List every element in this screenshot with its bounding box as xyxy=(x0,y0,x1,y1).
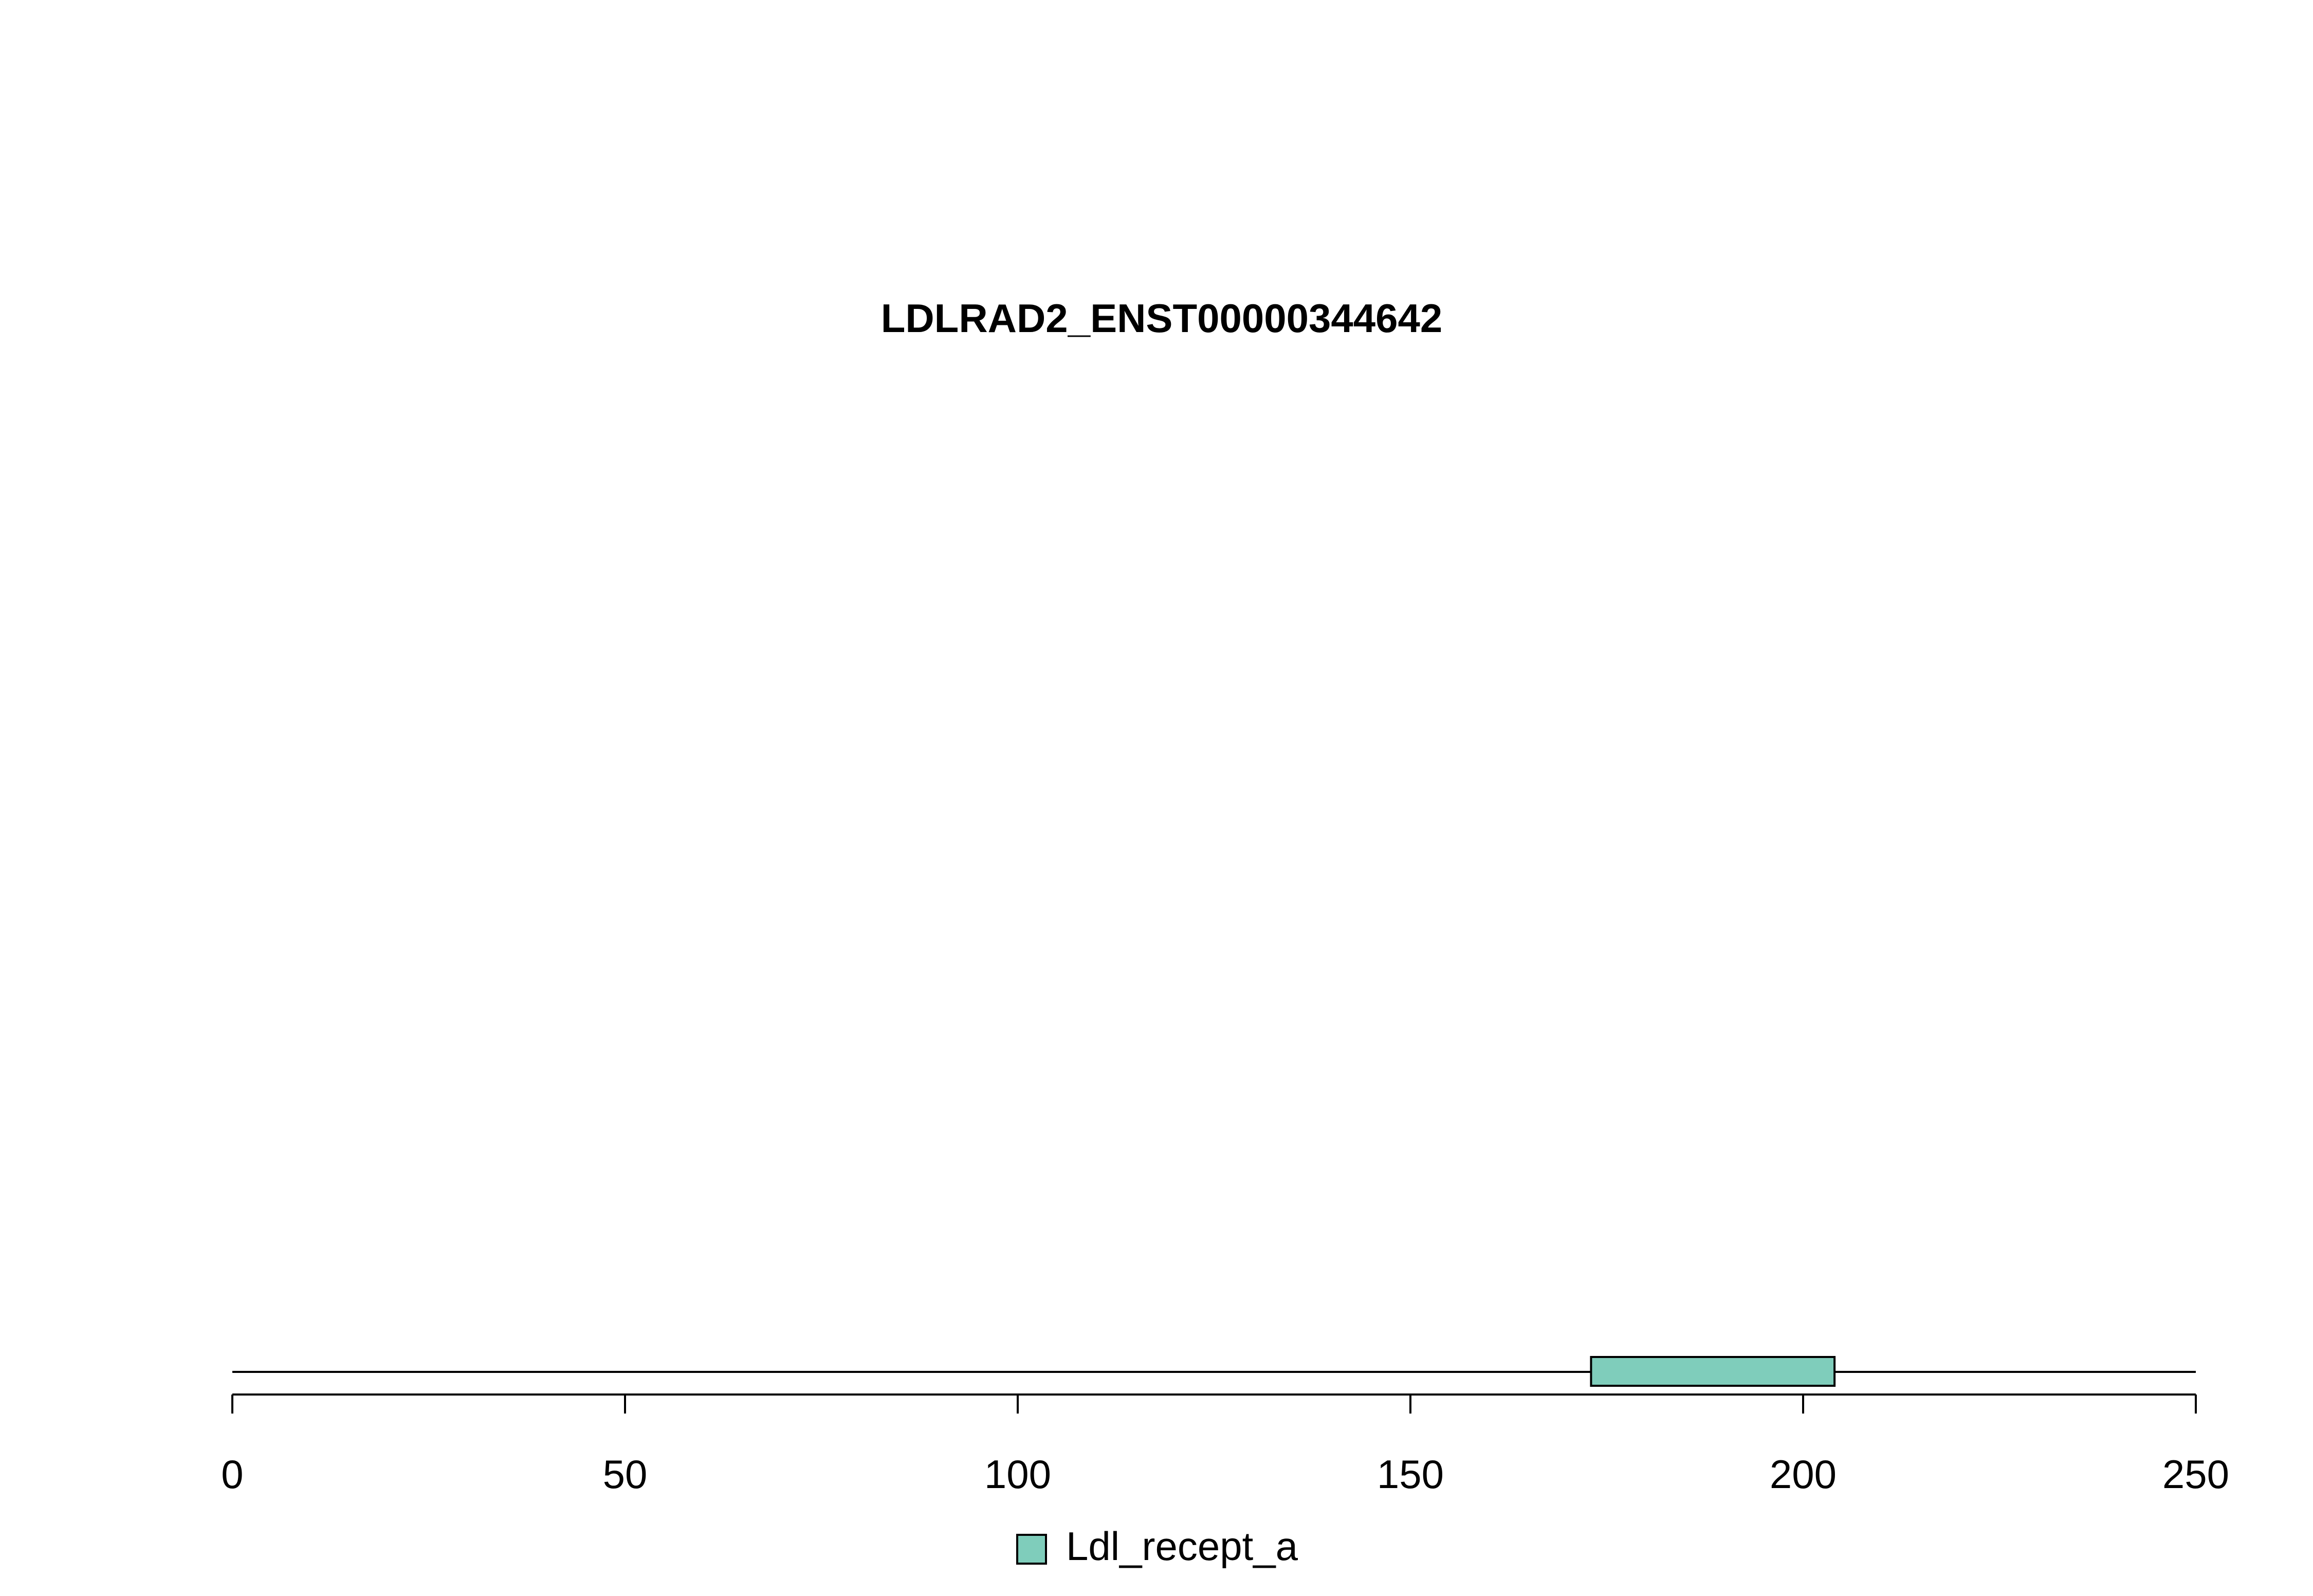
legend-swatch xyxy=(1016,1534,1047,1565)
x-axis: 0 50 100 150 200 250 xyxy=(221,1393,2229,1497)
x-tick-label: 0 xyxy=(221,1452,243,1497)
x-tick-label: 200 xyxy=(1770,1452,1837,1497)
chart-title: LDLRAD2_ENST00000344642 xyxy=(881,296,1443,341)
x-tick-label: 50 xyxy=(603,1452,648,1497)
x-tick-label: 150 xyxy=(1377,1452,1444,1497)
domain-layer xyxy=(1590,1356,1836,1387)
x-tick-label: 250 xyxy=(2162,1452,2229,1497)
domain-box xyxy=(1590,1356,1836,1387)
x-tick-label: 100 xyxy=(984,1452,1051,1497)
legend: Ldl_recept_a xyxy=(1016,1524,1298,1569)
legend-label: Ldl_recept_a xyxy=(1066,1524,1298,1569)
